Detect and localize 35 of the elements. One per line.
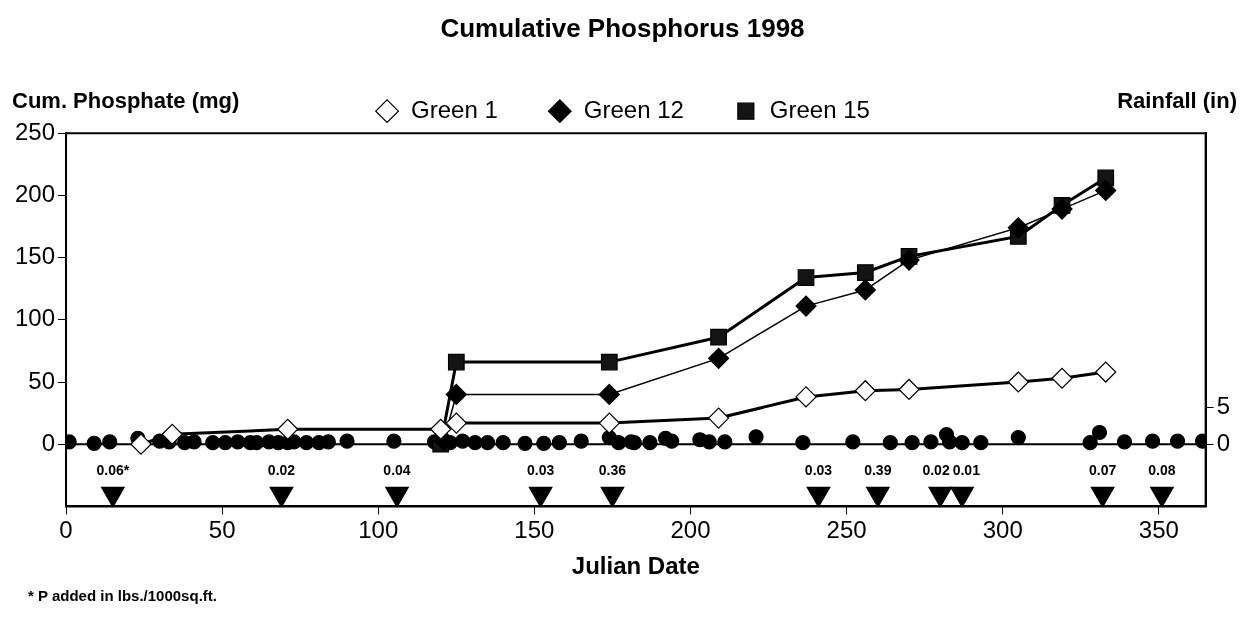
y2-tick-label: 0 (1216, 428, 1231, 456)
legend-label: Green 15 (769, 95, 870, 123)
y-tick-label: 250 (15, 117, 56, 145)
annotation: 0.06* (96, 461, 130, 478)
annotation: 0.01 (952, 461, 981, 478)
y2-tick-label: 5 (1216, 392, 1231, 420)
legend-label: Green 1 (411, 95, 498, 123)
x-axis-title: Julian Date (571, 552, 700, 580)
x-tick-label: 250 (826, 516, 867, 544)
annotation: 0.08 (1148, 461, 1176, 478)
x-tick-label: 50 (208, 516, 236, 544)
x-tick-label: 200 (670, 516, 711, 544)
y-tick-label: 50 (28, 366, 56, 394)
annotation: 0.03 (526, 461, 555, 478)
annotation: 0.02 (267, 461, 296, 478)
x-tick-label: 150 (514, 516, 555, 544)
annotation: 0.04 (383, 461, 411, 478)
x-tick-label: 300 (982, 516, 1023, 544)
text: * P added in lbs./1000sq.ft. (28, 586, 218, 606)
chart-title: Cumulative Phosphorus 1998 (440, 12, 805, 43)
annotation: 0.02 (922, 461, 950, 478)
annotation: 0.03 (804, 461, 833, 478)
y-tick-label: 0 (41, 428, 56, 456)
y-tick-label: 200 (15, 180, 56, 208)
x-tick-label: 0 (59, 516, 73, 544)
annotation: 0.39 (864, 461, 892, 478)
y-axis-title: Cum. Phosphate (mg) (12, 88, 240, 114)
legend-label: Green 12 (583, 95, 684, 123)
annotation: 0.07 (1088, 461, 1117, 478)
y2-axis-title: Rainfall (in) (1117, 88, 1237, 114)
y-tick-label: 150 (15, 242, 56, 270)
x-tick-label: 350 (1138, 516, 1179, 544)
y-tick-label: 100 (15, 304, 56, 332)
annotation: 0.36 (598, 461, 627, 478)
x-tick-label: 100 (358, 516, 399, 544)
